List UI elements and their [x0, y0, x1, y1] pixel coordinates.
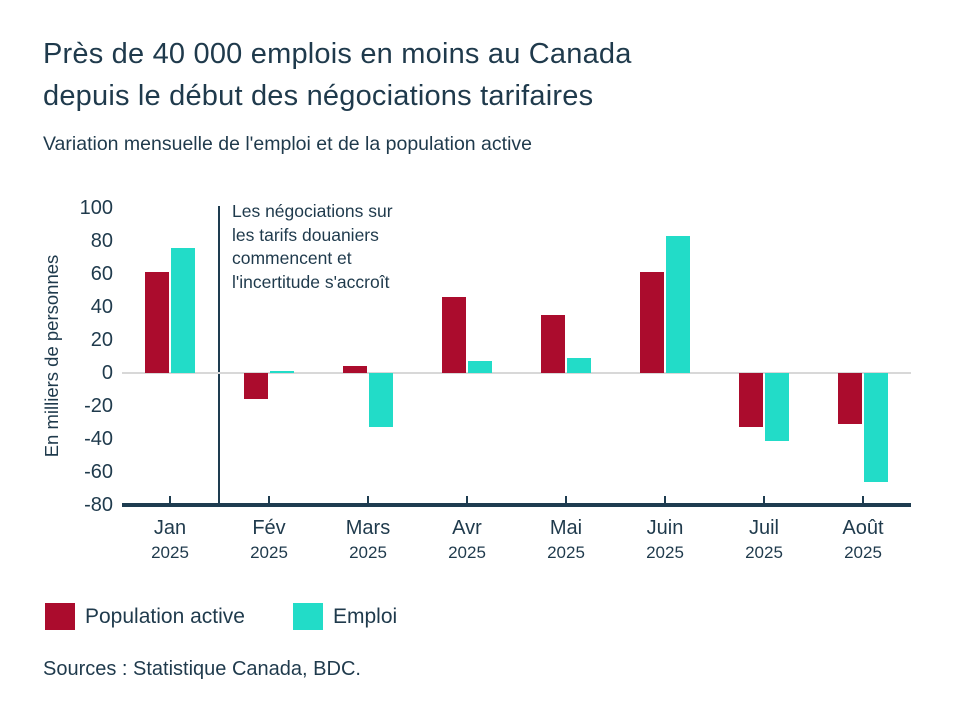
x-axis-label-mars: Mars 2025 [313, 516, 423, 565]
y-tick-label: 20 [90, 329, 113, 351]
bar-emploi-fév [270, 371, 294, 373]
x-axis-label-jan: Jan 2025 [115, 516, 225, 565]
x-label-year: 2025 [547, 543, 585, 562]
page-title: Près de 40 000 emplois en moins au Canad… [43, 38, 632, 112]
x-axis-label-avr: Avr 2025 [412, 516, 522, 565]
x-label-month: Jan [153, 517, 187, 539]
x-label-year: 2025 [151, 543, 189, 562]
x-axis-tick [664, 496, 666, 503]
bar-population-active-juil [739, 373, 763, 428]
bar-emploi-mars [369, 373, 393, 428]
x-label-month: Avr [452, 517, 482, 539]
legend-label-population-active: Population active [85, 605, 245, 628]
x-label-month: Mars [345, 517, 391, 539]
x-axis-label-fév: Fév 2025 [214, 516, 324, 565]
x-axis-tick [763, 496, 765, 503]
x-axis-tick [862, 496, 864, 503]
bar-population-active-fév [244, 373, 268, 400]
x-label-month: Juin [646, 517, 684, 539]
y-tick-label: -80 [84, 494, 113, 516]
legend-label-emploi: Emploi [333, 605, 398, 628]
legend-swatch-population-active [45, 603, 75, 630]
bar-population-active-juin [640, 272, 664, 373]
x-label-month: Juil [748, 517, 779, 539]
bar-population-active-avr [442, 297, 466, 373]
page-subtitle: Variation mensuelle de l'emploi et de la… [43, 133, 532, 155]
x-label-month: Mai [549, 517, 583, 539]
sources-text: Sources : Statistique Canada, BDC. [43, 658, 361, 680]
bar-emploi-juil [765, 373, 789, 441]
x-axis-line [122, 503, 911, 507]
x-axis-tick [466, 496, 468, 503]
event-marker-line [218, 206, 220, 504]
y-tick-label: -40 [84, 428, 113, 450]
x-label-year: 2025 [646, 543, 684, 562]
x-label-year: 2025 [844, 543, 882, 562]
x-axis-label-juin: Juin 2025 [610, 516, 720, 565]
x-label-month: Août [842, 517, 884, 539]
x-axis-tick [565, 496, 567, 503]
bar-population-active-août [838, 373, 862, 425]
x-axis-tick [367, 496, 369, 503]
annotation-text: Les négociations sur les tarifs douanier… [232, 201, 393, 292]
bar-chart: En milliers de personnes Les négociation… [41, 197, 918, 565]
bar-emploi-jan [171, 247, 195, 373]
bar-population-active-mars [343, 366, 367, 373]
x-label-month: Fév [252, 517, 286, 539]
y-tick-label: 60 [90, 263, 113, 285]
y-tick-label: -60 [84, 461, 113, 483]
x-label-year: 2025 [250, 543, 288, 562]
x-axis-tick [268, 496, 270, 503]
bar-population-active-jan [145, 272, 169, 373]
legend-swatch-emploi [293, 603, 323, 630]
bar-emploi-juin [666, 236, 690, 373]
bar-population-active-mai [541, 315, 565, 373]
y-tick-label: 0 [101, 362, 113, 384]
y-tick-label: 80 [90, 230, 113, 252]
bar-emploi-avr [468, 361, 492, 373]
y-tick-label: 40 [90, 296, 113, 318]
y-tick-label: -20 [84, 395, 113, 417]
bar-emploi-août [864, 373, 888, 482]
x-axis-label-juil: Juil 2025 [709, 516, 819, 565]
x-axis-label-mai: Mai 2025 [511, 516, 621, 565]
zero-gridline [122, 372, 911, 374]
bar-emploi-mai [567, 358, 591, 373]
x-label-year: 2025 [349, 543, 387, 562]
x-label-year: 2025 [745, 543, 783, 562]
x-axis-tick [169, 496, 171, 503]
x-label-year: 2025 [448, 543, 486, 562]
x-axis-label-août: Août 2025 [808, 516, 918, 565]
y-tick-label: 100 [79, 197, 113, 219]
